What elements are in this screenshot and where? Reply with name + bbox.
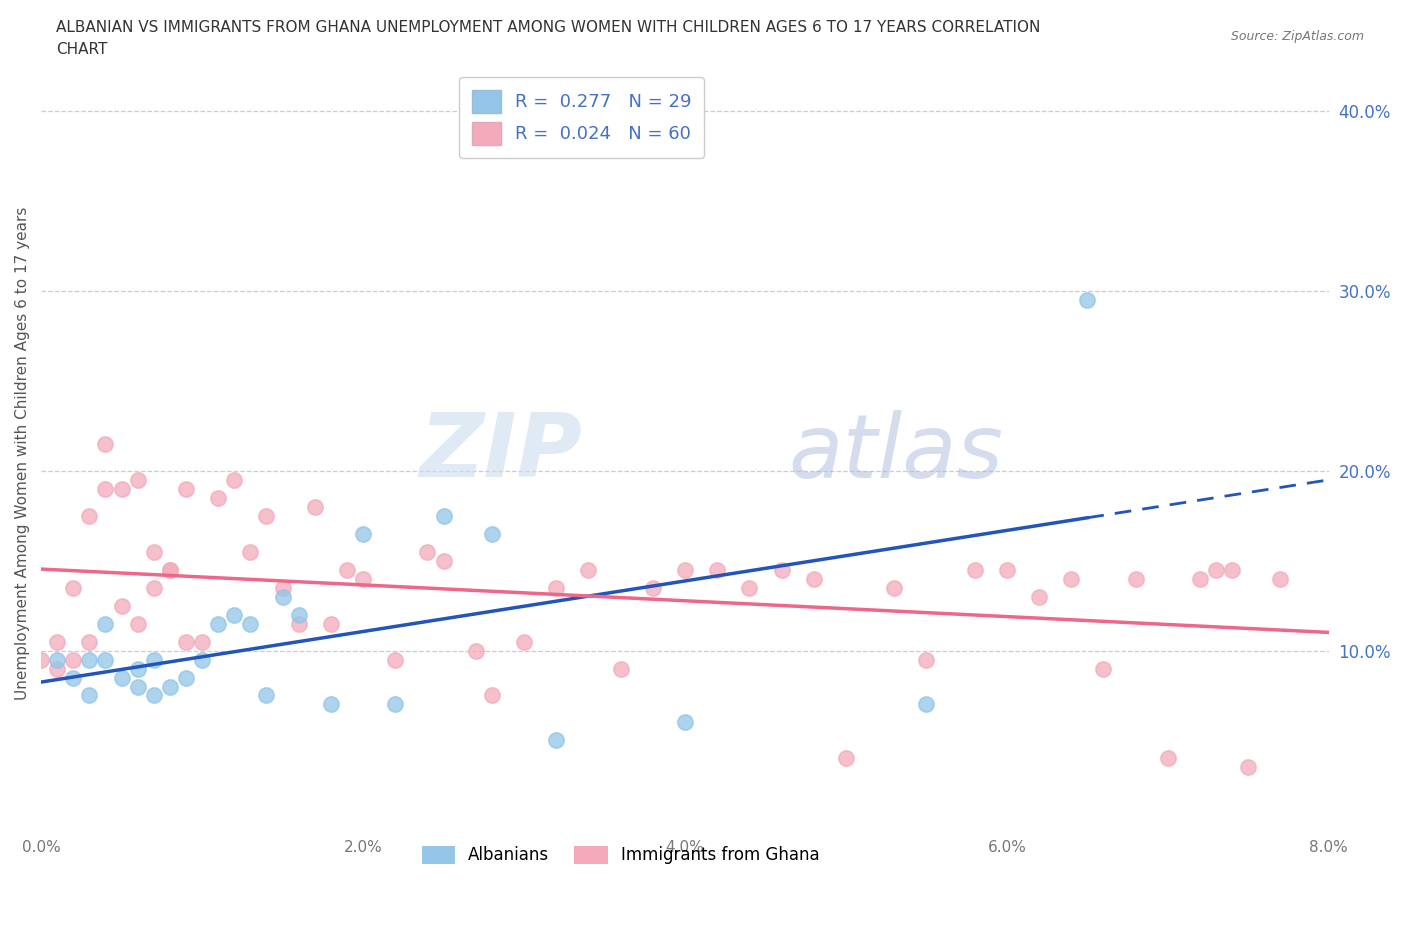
Point xyxy=(287,617,309,631)
Point xyxy=(352,526,374,541)
Legend: Albanians, Immigrants from Ghana: Albanians, Immigrants from Ghana xyxy=(415,839,827,871)
Point xyxy=(62,652,84,667)
Point xyxy=(835,751,858,765)
Point xyxy=(79,652,101,667)
Point xyxy=(46,652,69,667)
Point xyxy=(803,571,825,586)
Point xyxy=(46,634,69,649)
Point xyxy=(1125,571,1147,586)
Point xyxy=(963,563,986,578)
Point xyxy=(432,553,454,568)
Point xyxy=(352,571,374,586)
Point xyxy=(995,563,1018,578)
Point xyxy=(127,617,149,631)
Point xyxy=(609,661,631,676)
Point xyxy=(1076,293,1098,308)
Point xyxy=(915,698,938,712)
Point xyxy=(464,644,486,658)
Point xyxy=(256,688,278,703)
Point xyxy=(239,617,262,631)
Text: ZIP: ZIP xyxy=(419,409,582,497)
Point xyxy=(319,698,342,712)
Point xyxy=(142,652,165,667)
Text: atlas: atlas xyxy=(787,410,1002,496)
Point xyxy=(271,590,294,604)
Point xyxy=(110,482,132,497)
Point xyxy=(207,617,229,631)
Point xyxy=(127,472,149,487)
Point xyxy=(224,472,246,487)
Point xyxy=(159,563,181,578)
Point xyxy=(110,598,132,613)
Point xyxy=(1028,590,1050,604)
Point xyxy=(256,509,278,524)
Point xyxy=(191,634,214,649)
Point xyxy=(159,563,181,578)
Point xyxy=(94,436,117,451)
Point xyxy=(481,688,503,703)
Point xyxy=(30,652,52,667)
Point xyxy=(110,671,132,685)
Y-axis label: Unemployment Among Women with Children Ages 6 to 17 years: Unemployment Among Women with Children A… xyxy=(15,206,30,699)
Point xyxy=(62,671,84,685)
Point xyxy=(174,482,197,497)
Point xyxy=(79,688,101,703)
Point xyxy=(513,634,536,649)
Point xyxy=(1060,571,1083,586)
Point xyxy=(174,634,197,649)
Point xyxy=(142,688,165,703)
Point xyxy=(79,634,101,649)
Point xyxy=(1220,563,1243,578)
Point xyxy=(94,617,117,631)
Text: Source: ZipAtlas.com: Source: ZipAtlas.com xyxy=(1230,30,1364,43)
Point xyxy=(915,652,938,667)
Point xyxy=(207,490,229,505)
Point xyxy=(46,661,69,676)
Point xyxy=(191,652,214,667)
Point xyxy=(174,671,197,685)
Point xyxy=(62,580,84,595)
Point xyxy=(416,544,439,559)
Point xyxy=(641,580,664,595)
Point xyxy=(384,698,406,712)
Point xyxy=(1092,661,1115,676)
Point xyxy=(673,715,696,730)
Point xyxy=(546,733,568,748)
Point xyxy=(79,509,101,524)
Point xyxy=(287,607,309,622)
Point xyxy=(1205,563,1227,578)
Point xyxy=(336,563,359,578)
Point xyxy=(883,580,905,595)
Point xyxy=(384,652,406,667)
Text: CHART: CHART xyxy=(56,42,108,57)
Point xyxy=(239,544,262,559)
Point xyxy=(94,652,117,667)
Point xyxy=(1157,751,1180,765)
Point xyxy=(271,580,294,595)
Text: ALBANIAN VS IMMIGRANTS FROM GHANA UNEMPLOYMENT AMONG WOMEN WITH CHILDREN AGES 6 : ALBANIAN VS IMMIGRANTS FROM GHANA UNEMPL… xyxy=(56,20,1040,35)
Point xyxy=(142,544,165,559)
Point xyxy=(481,526,503,541)
Point xyxy=(224,607,246,622)
Point xyxy=(673,563,696,578)
Point xyxy=(1188,571,1211,586)
Point xyxy=(127,661,149,676)
Point xyxy=(127,679,149,694)
Point xyxy=(432,509,454,524)
Point xyxy=(546,580,568,595)
Point xyxy=(770,563,793,578)
Point xyxy=(576,563,599,578)
Point xyxy=(706,563,728,578)
Point xyxy=(738,580,761,595)
Point xyxy=(304,499,326,514)
Point xyxy=(319,617,342,631)
Point xyxy=(1270,571,1292,586)
Point xyxy=(142,580,165,595)
Point xyxy=(94,482,117,497)
Point xyxy=(159,679,181,694)
Point xyxy=(1237,760,1260,775)
